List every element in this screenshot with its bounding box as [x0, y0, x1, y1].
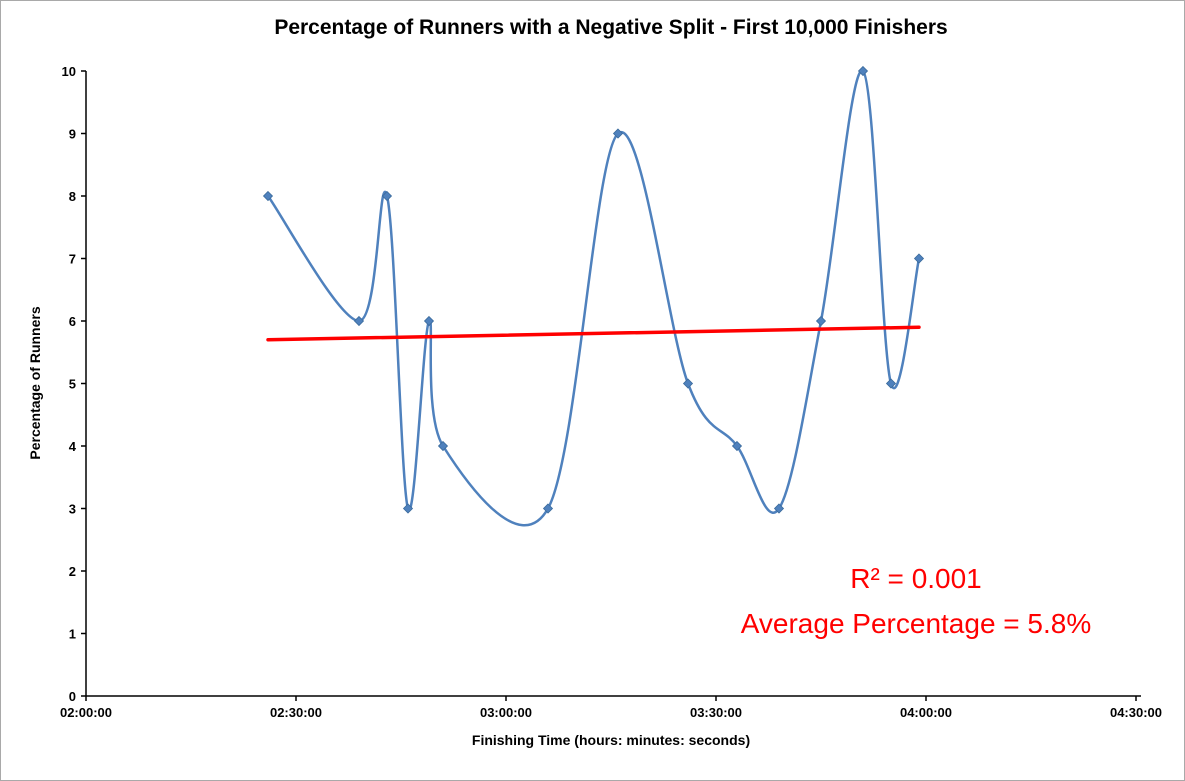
- data-point-marker: [381, 190, 393, 202]
- x-tick-label: 03:30:00: [690, 705, 742, 720]
- x-axis-title: Finishing Time (hours: minutes: seconds): [471, 732, 751, 748]
- y-tick-label: 5: [69, 377, 76, 392]
- data-point-marker: [353, 315, 365, 327]
- data-point-marker: [885, 378, 897, 389]
- data-point-marker: [437, 440, 449, 452]
- trendline: [266, 325, 921, 342]
- x-tick-label: 04:30:00: [1110, 705, 1162, 720]
- data-point-marker: [542, 503, 554, 514]
- r-squared-label: R² = 0.001: [850, 563, 982, 594]
- y-tick-label: 7: [69, 252, 76, 267]
- data-point-marker: [731, 440, 743, 452]
- y-tick-label: 2: [69, 564, 76, 579]
- data-point-marker: [262, 190, 274, 202]
- y-tick-label: 4: [69, 439, 77, 454]
- data-point-marker: [815, 315, 827, 327]
- x-tick-label: 02:30:00: [270, 705, 322, 720]
- y-tick-label: 8: [69, 189, 76, 204]
- y-tick-label: 0: [69, 689, 76, 704]
- x-tick-label: 02:00:00: [60, 705, 112, 720]
- average-percentage-label: Average Percentage = 5.8%: [740, 608, 1092, 639]
- y-tick-label: 9: [69, 127, 76, 142]
- data-point-marker: [773, 503, 785, 514]
- y-tick-label: 10: [62, 64, 76, 79]
- data-point-marker: [423, 315, 435, 327]
- y-tick-label: 6: [69, 314, 76, 329]
- chart-title: Percentage of Runners with a Negative Sp…: [274, 16, 948, 39]
- trendline-annotations: R² = 0.001 Average Percentage = 5.8%: [696, 556, 1136, 646]
- x-tick-label: 04:00:00: [900, 705, 952, 720]
- x-tick-label: 03:00:00: [480, 705, 532, 720]
- data-point-marker: [913, 253, 925, 264]
- series-line: [266, 69, 921, 527]
- data-point-marker: [402, 503, 414, 514]
- data-point-marker: [682, 378, 694, 389]
- y-tick-label: 1: [69, 627, 76, 642]
- data-point-marker: [612, 128, 624, 139]
- y-tick-label: 3: [69, 502, 76, 517]
- data-point-marker: [857, 65, 869, 77]
